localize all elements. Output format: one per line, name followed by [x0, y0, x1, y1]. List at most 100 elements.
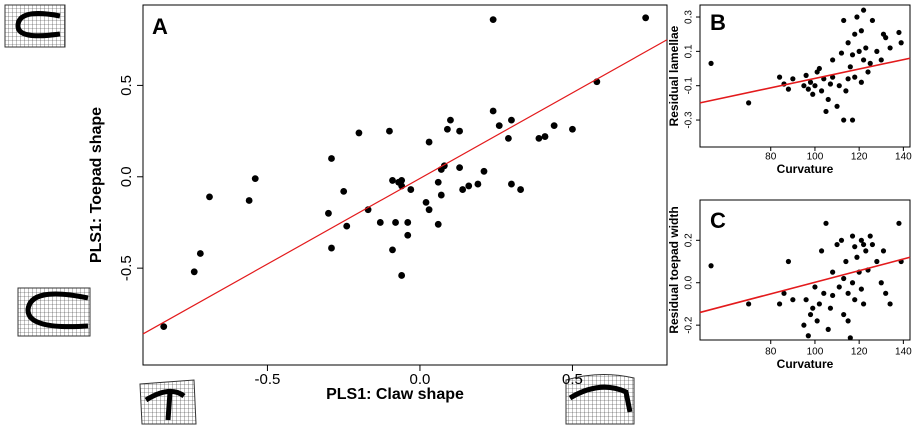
point	[489, 16, 497, 24]
point	[569, 125, 576, 133]
point	[854, 14, 860, 20]
point	[447, 116, 454, 124]
point	[437, 191, 445, 199]
point	[807, 311, 814, 318]
y-tick-label: 0.2	[684, 233, 695, 247]
point	[878, 57, 884, 63]
point	[845, 318, 851, 324]
point	[801, 83, 807, 89]
point	[838, 50, 845, 56]
point	[845, 40, 851, 46]
point	[847, 64, 853, 70]
y-tick-label: -0.1	[684, 77, 695, 95]
point	[465, 182, 473, 190]
point	[849, 52, 856, 58]
point	[708, 263, 714, 269]
deformation-grid	[17, 287, 91, 337]
x-axis-title: Curvature	[777, 357, 834, 371]
point	[825, 326, 831, 332]
point	[887, 45, 893, 51]
point	[801, 322, 807, 328]
y-tick-label: -0.2	[684, 316, 695, 334]
point	[860, 241, 867, 248]
point	[245, 197, 253, 204]
point	[849, 280, 856, 286]
plot-frame	[142, 4, 668, 366]
point	[818, 88, 825, 94]
point	[852, 297, 858, 303]
x-tick-label: 120	[851, 152, 868, 163]
point	[858, 28, 864, 34]
point	[425, 138, 433, 146]
fit-line	[699, 256, 911, 314]
point	[816, 65, 822, 72]
x-tick-label: 140	[895, 347, 912, 358]
point	[838, 237, 845, 243]
point	[196, 250, 204, 257]
point	[883, 35, 889, 41]
panel-label: C	[710, 208, 726, 233]
point	[340, 187, 348, 195]
point	[823, 220, 829, 226]
point	[550, 122, 558, 130]
point	[841, 311, 847, 318]
point	[325, 209, 332, 217]
point	[898, 40, 904, 46]
point	[830, 269, 836, 275]
point	[825, 96, 831, 103]
point	[854, 254, 860, 260]
point	[642, 14, 650, 22]
point	[860, 7, 867, 13]
point	[389, 246, 396, 254]
point	[803, 72, 809, 78]
point	[874, 48, 880, 54]
point	[858, 286, 864, 292]
y-tick-label: 0.5	[118, 75, 135, 96]
fit-line	[142, 39, 668, 335]
point	[818, 248, 825, 254]
point	[869, 241, 876, 248]
point	[836, 83, 842, 89]
point	[867, 233, 873, 239]
point	[790, 297, 796, 303]
point	[785, 258, 792, 265]
x-tick-label: 80	[765, 347, 777, 358]
point	[863, 248, 869, 254]
y-axis-title: Residual toepad width	[667, 206, 681, 333]
point	[343, 222, 351, 230]
point	[480, 167, 488, 175]
point	[830, 292, 836, 299]
point	[834, 103, 840, 109]
x-axis-title: Curvature	[777, 162, 834, 176]
point	[841, 275, 847, 282]
point	[495, 122, 503, 130]
point	[845, 290, 851, 296]
deformation-grid	[139, 379, 197, 425]
point	[812, 83, 818, 89]
point	[398, 177, 406, 184]
point	[852, 31, 858, 37]
y-axis-title: PLS1: Toepad shape	[88, 107, 105, 263]
x-tick-label: 100	[807, 347, 824, 358]
point	[814, 318, 820, 324]
point	[434, 220, 442, 228]
plot-frame	[699, 199, 911, 341]
point	[328, 244, 335, 252]
point	[376, 219, 384, 226]
point	[328, 155, 335, 162]
point	[746, 301, 752, 307]
point	[869, 17, 876, 24]
point	[812, 284, 818, 290]
point	[849, 117, 856, 123]
point	[790, 76, 796, 82]
y-tick-label: 0.1	[684, 44, 695, 58]
point	[190, 268, 198, 276]
point	[816, 301, 822, 307]
x-tick-label: 120	[851, 347, 868, 358]
deformation-grid	[565, 373, 635, 425]
point	[251, 175, 259, 183]
point	[860, 57, 867, 63]
point	[896, 29, 902, 36]
y-tick-label: 0.0	[118, 166, 135, 187]
